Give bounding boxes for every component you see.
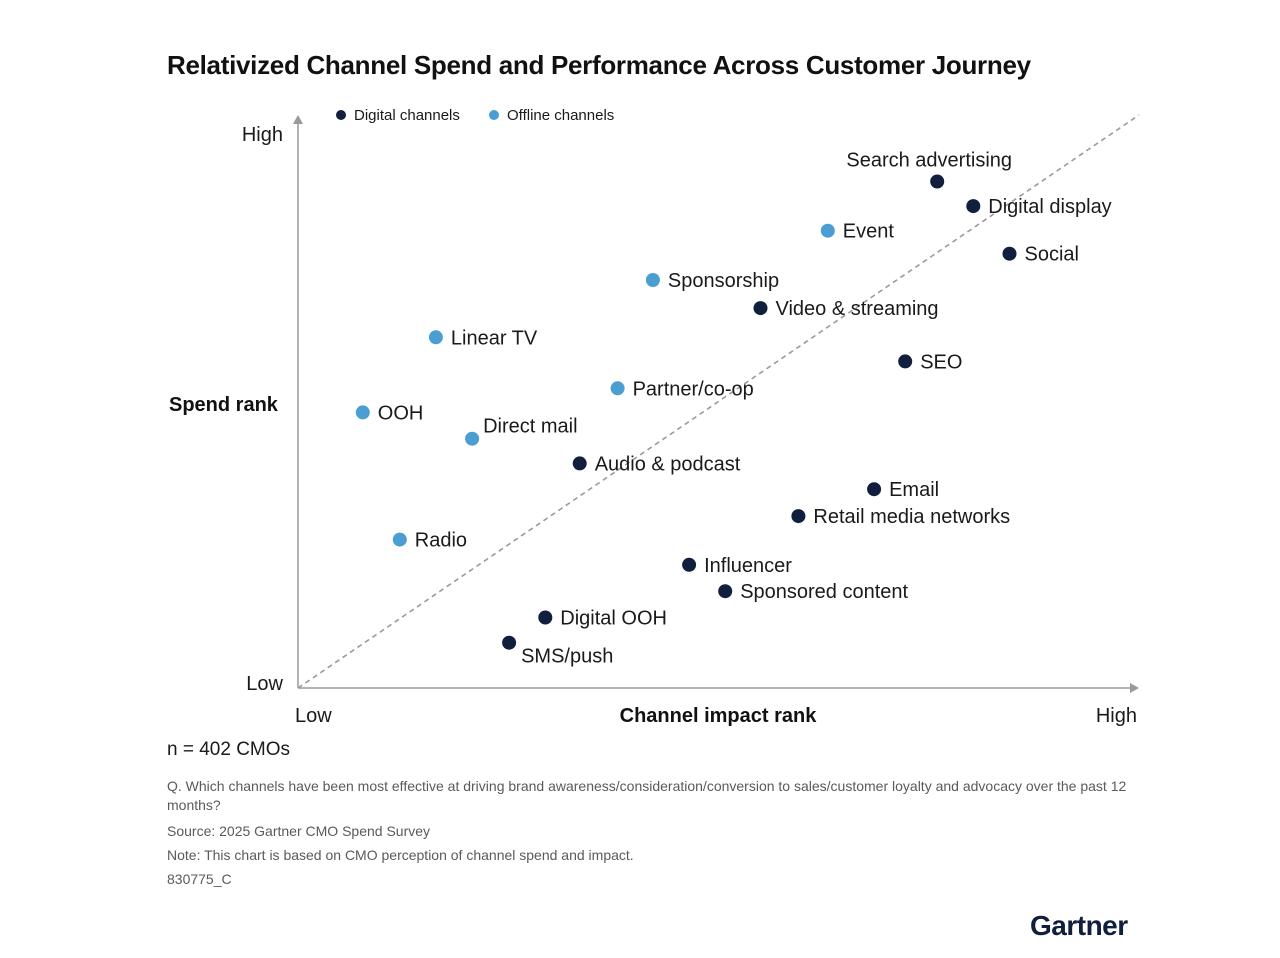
point-audio-and-podcast — [572, 456, 587, 471]
point-video-and-streaming — [753, 301, 768, 316]
point-search-advertising — [930, 174, 945, 189]
point-social — [1002, 246, 1017, 261]
chart-legend: Digital channels Offline channels — [336, 107, 614, 124]
point-label-partner-co-op: Partner/co-op — [633, 378, 754, 400]
x-axis-title: Channel impact rank — [620, 705, 818, 727]
x-axis-arrow — [1130, 683, 1139, 693]
point-label-audio-and-podcast: Audio & podcast — [595, 453, 741, 475]
point-label-linear-tv: Linear TV — [451, 327, 538, 349]
x-axis-high-label: High — [1096, 705, 1137, 727]
legend-label-offline-channels: Offline channels — [507, 107, 614, 124]
point-ooh — [355, 405, 370, 420]
point-label-event: Event — [843, 221, 895, 243]
point-partner-co-op — [610, 381, 625, 396]
x-axis-low-label: Low — [295, 705, 332, 727]
chart-title: Relativized Channel Spend and Performanc… — [167, 50, 1032, 80]
point-digital-ooh — [538, 610, 553, 625]
perception-note: Note: This chart is based on CMO percept… — [167, 847, 634, 863]
point-label-ooh: OOH — [378, 402, 424, 424]
sample-size-note: n = 402 CMOs — [167, 739, 291, 760]
survey-question-note: Q. Which channels have been most effecti… — [167, 778, 1127, 813]
point-event — [820, 223, 835, 238]
legend-label-digital-channels: Digital channels — [354, 107, 460, 124]
point-retail-media-networks — [791, 509, 806, 524]
legend-marker-offline-channels — [489, 110, 499, 120]
point-label-social: Social — [1025, 244, 1079, 266]
point-radio — [392, 532, 407, 547]
point-label-sms-push: SMS/push — [521, 646, 613, 668]
point-sponsored-content — [718, 584, 733, 599]
chart-axes: High Low Spend rank Low High Channel imp… — [169, 114, 1140, 727]
point-label-influencer: Influencer — [704, 555, 792, 577]
point-sms-push — [502, 635, 517, 650]
point-label-seo: SEO — [920, 351, 962, 373]
point-influencer — [682, 557, 697, 572]
point-direct-mail — [465, 431, 480, 446]
source-note: Source: 2025 Gartner CMO Spend Survey — [167, 823, 431, 839]
scatter-chart: Relativized Channel Spend and Performanc… — [167, 50, 1140, 727]
point-label-retail-media-networks: Retail media networks — [813, 506, 1010, 528]
point-digital-display — [966, 199, 981, 214]
point-seo — [898, 354, 913, 369]
point-linear-tv — [428, 330, 443, 345]
point-label-radio: Radio — [415, 530, 467, 552]
point-label-search-advertising: Search advertising — [846, 150, 1012, 172]
data-points: Search advertising Digital display Social V… — [355, 150, 1112, 668]
parity-diagonal-line — [297, 114, 1140, 689]
point-email — [867, 482, 882, 497]
gartner-logo: Gartner — [1030, 910, 1128, 941]
y-axis-high-label: High — [242, 124, 283, 146]
point-label-video-and-streaming: Video & streaming — [776, 298, 939, 320]
y-axis-arrow — [293, 115, 303, 124]
point-label-direct-mail: Direct mail — [483, 416, 577, 438]
legend-marker-digital-channels — [336, 110, 346, 120]
point-label-sponsorship: Sponsorship — [668, 270, 779, 292]
y-axis-title: Spend rank — [169, 394, 279, 416]
point-label-email: Email — [889, 479, 939, 501]
point-label-digital-ooh: Digital OOH — [560, 608, 667, 630]
chart-id: 830775_C — [167, 871, 232, 887]
y-axis-low-label: Low — [246, 673, 283, 695]
point-sponsorship — [645, 273, 660, 287]
point-label-digital-display: Digital display — [988, 196, 1111, 218]
point-label-sponsored-content: Sponsored content — [740, 581, 908, 603]
